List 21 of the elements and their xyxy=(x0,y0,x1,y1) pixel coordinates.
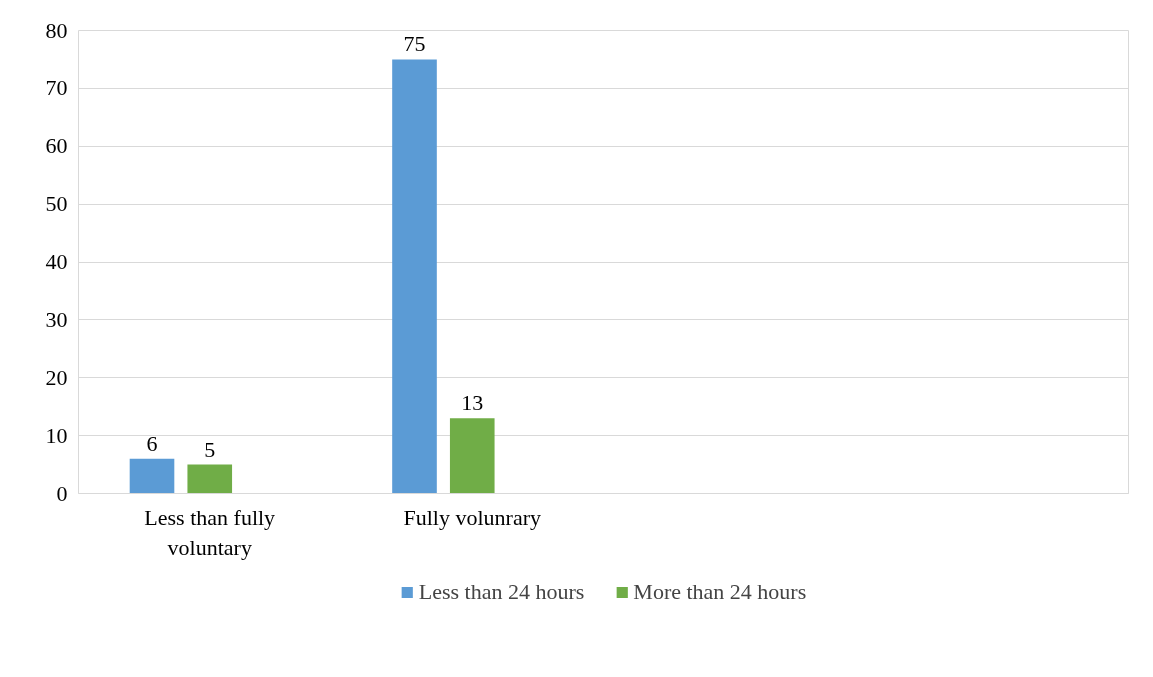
bar xyxy=(449,418,495,494)
data-label: 5 xyxy=(204,436,216,462)
y-tick-label: 30 xyxy=(45,306,68,332)
y-tick-label: 20 xyxy=(45,364,68,390)
data-label: 75 xyxy=(403,31,426,57)
bar xyxy=(187,464,233,494)
bar xyxy=(392,59,437,494)
bar xyxy=(129,458,175,494)
y-tick-label: 60 xyxy=(45,133,68,159)
x-tick-label: Fully volunrary xyxy=(403,504,542,530)
y-tick-label: 0 xyxy=(56,480,68,506)
y-tick-label: 80 xyxy=(45,17,68,43)
data-label: 13 xyxy=(461,390,484,416)
y-tick-label: 50 xyxy=(45,191,68,217)
x-tick-label: Less than fully voluntary xyxy=(144,504,276,560)
y-tick-label: 10 xyxy=(45,422,68,448)
legend-label: More than 24 hours xyxy=(633,579,807,605)
legend-label: Less than 24 hours xyxy=(418,579,585,605)
y-tick-label: 70 xyxy=(45,75,68,101)
data-label: 6 xyxy=(146,430,158,456)
y-tick-label: 40 xyxy=(45,249,68,274)
